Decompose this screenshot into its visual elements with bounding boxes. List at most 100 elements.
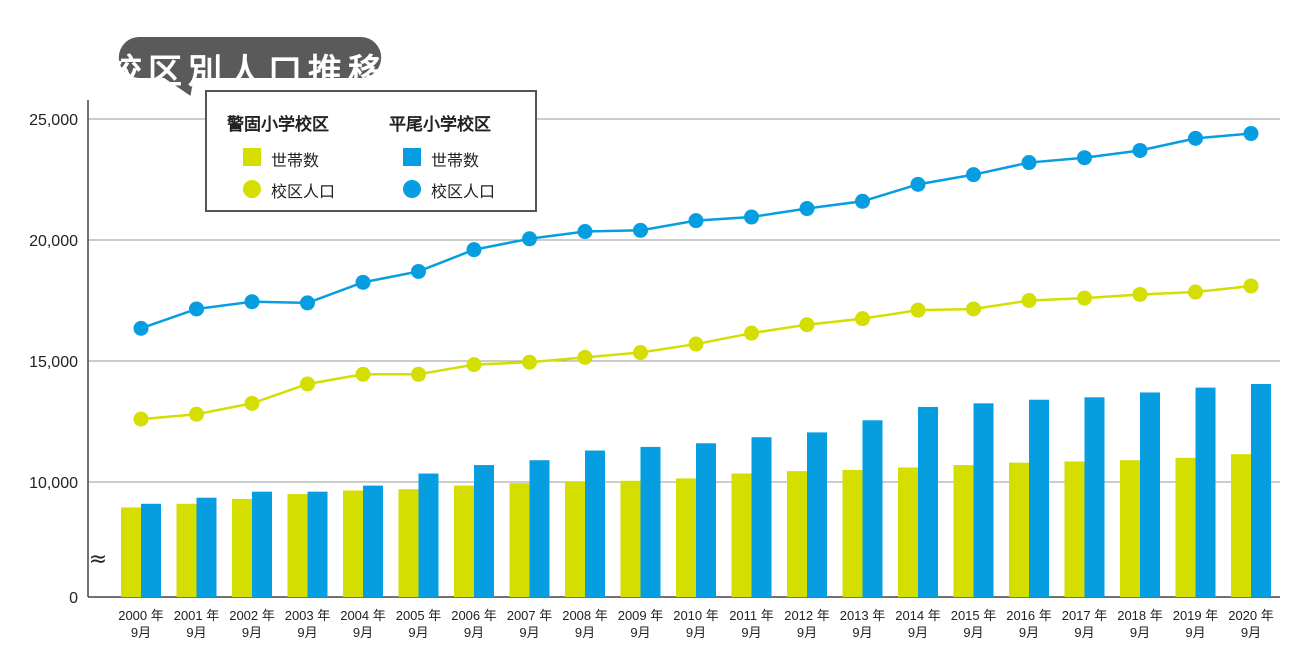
x-axis-ticks: 2000 年 9月 2001 年 9月 2002 年 9月 2003 年 9月 2004 年 9月… xyxy=(118,608,1274,640)
bar xyxy=(640,446,661,597)
data-point xyxy=(966,167,981,183)
data-point xyxy=(1077,150,1092,166)
x-tick-label: 2006 年 xyxy=(451,608,497,623)
data-point xyxy=(300,376,315,392)
x-tick-month-label: 9月 xyxy=(686,625,706,640)
x-tick-label: 2002 年 xyxy=(229,608,275,623)
x-tick-label: 2017 年 xyxy=(1062,608,1108,623)
bar xyxy=(176,503,197,597)
x-tick-month-label: 9月 xyxy=(1019,625,1039,640)
bar xyxy=(807,432,827,597)
x-tick-label: 2000 年 xyxy=(118,608,164,623)
data-point xyxy=(910,176,926,192)
x-tick-month-label: 9月 xyxy=(741,625,761,640)
x-tick-label: 2003 年 xyxy=(285,608,331,623)
data-point xyxy=(355,274,371,290)
data-point xyxy=(1243,126,1259,142)
x-tick-month-label: 9月 xyxy=(797,625,817,640)
data-point xyxy=(1132,286,1148,302)
data-point xyxy=(133,320,149,336)
data-point xyxy=(633,222,648,238)
x-tick-label: 2014 年 xyxy=(895,608,941,623)
bar xyxy=(141,503,161,597)
bar xyxy=(418,473,439,597)
data-point xyxy=(966,301,981,317)
chart-title: ・校区別人口推移 xyxy=(68,52,388,92)
bar xyxy=(751,437,772,597)
data-point xyxy=(189,301,204,317)
legend-keigo-dot-swatch xyxy=(243,180,261,198)
bar xyxy=(363,485,383,597)
legend-keigo-population: 校区人口 xyxy=(271,182,336,201)
x-tick-month-label: 9月 xyxy=(242,625,262,640)
bar xyxy=(252,491,272,597)
bar xyxy=(454,485,474,597)
x-tick-month-label: 9月 xyxy=(630,625,650,640)
data-point xyxy=(855,311,870,327)
bar xyxy=(121,507,141,597)
legend-hirao-population: 校区人口 xyxy=(431,182,496,201)
x-tick-label: 2018 年 xyxy=(1117,608,1163,623)
bar xyxy=(1064,461,1085,597)
bar xyxy=(196,497,217,597)
bar xyxy=(696,443,716,597)
legend-keigo-households: 世帯数 xyxy=(271,151,320,170)
bar xyxy=(1175,457,1196,597)
bar xyxy=(1009,462,1029,597)
x-tick-month-label: 9月 xyxy=(353,625,373,640)
x-tick-label: 2010 年 xyxy=(673,608,719,623)
data-point xyxy=(411,263,426,279)
title-bubble xyxy=(118,37,382,96)
data-point xyxy=(466,242,482,258)
bar xyxy=(398,489,419,597)
bar xyxy=(620,480,641,597)
bar xyxy=(1029,399,1049,597)
x-tick-label: 2004 年 xyxy=(340,608,386,623)
bar xyxy=(343,490,363,597)
bar xyxy=(898,467,918,597)
x-tick-month-label: 9月 xyxy=(464,625,484,640)
axis-break-symbol: ≈ xyxy=(89,547,107,572)
bar xyxy=(676,478,696,597)
bar xyxy=(1084,397,1105,597)
legend-hirao-header: 平尾小学校区 xyxy=(389,115,491,135)
legend: 警固小学校区 平尾小学校区 世帯数 世帯数 校区人口 校区人口 xyxy=(205,90,537,212)
data-point xyxy=(744,209,759,225)
data-point xyxy=(300,295,315,311)
bar xyxy=(232,498,252,597)
bar xyxy=(1251,383,1271,597)
bar xyxy=(307,491,328,597)
y-tick-label: 10,000 xyxy=(29,475,78,492)
x-tick-month-label: 9月 xyxy=(519,625,539,640)
data-point xyxy=(522,354,537,370)
x-tick-label: 2012 年 xyxy=(784,608,830,623)
x-tick-month-label: 9月 xyxy=(1241,625,1261,640)
legend-hirao-households: 世帯数 xyxy=(431,151,480,170)
data-point xyxy=(1188,130,1203,146)
data-point xyxy=(910,302,926,318)
x-tick-label: 2013 年 xyxy=(840,608,886,623)
y-axis-ticks: 0 10,000 15,000 20,000 25,000 xyxy=(29,112,78,607)
bar xyxy=(953,465,974,597)
data-point xyxy=(855,193,870,209)
x-tick-month-label: 9月 xyxy=(297,625,317,640)
legend-keigo-bar-swatch xyxy=(243,148,261,166)
y-tick-label: 25,000 xyxy=(29,112,78,129)
bar xyxy=(842,469,863,597)
data-point xyxy=(1243,278,1259,294)
legend-hirao-dot-swatch xyxy=(403,180,421,198)
data-point xyxy=(688,336,704,352)
x-tick-label: 2011 年 xyxy=(729,608,774,623)
bar xyxy=(509,483,530,597)
data-point xyxy=(244,294,260,310)
x-tick-label: 2005 年 xyxy=(396,608,442,623)
x-tick-month-label: 9月 xyxy=(408,625,428,640)
data-point xyxy=(133,411,149,427)
y-tick-label: 20,000 xyxy=(29,233,78,250)
bar xyxy=(474,465,494,597)
bars xyxy=(121,383,1271,597)
data-point xyxy=(1077,290,1092,306)
x-tick-month-label: 9月 xyxy=(1074,625,1094,640)
data-point xyxy=(1188,284,1203,300)
